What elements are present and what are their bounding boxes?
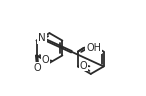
Text: O: O [80,60,87,71]
Text: O: O [34,63,41,73]
Text: N: N [38,33,46,43]
Text: O: O [41,55,49,65]
Text: OH: OH [86,43,101,53]
